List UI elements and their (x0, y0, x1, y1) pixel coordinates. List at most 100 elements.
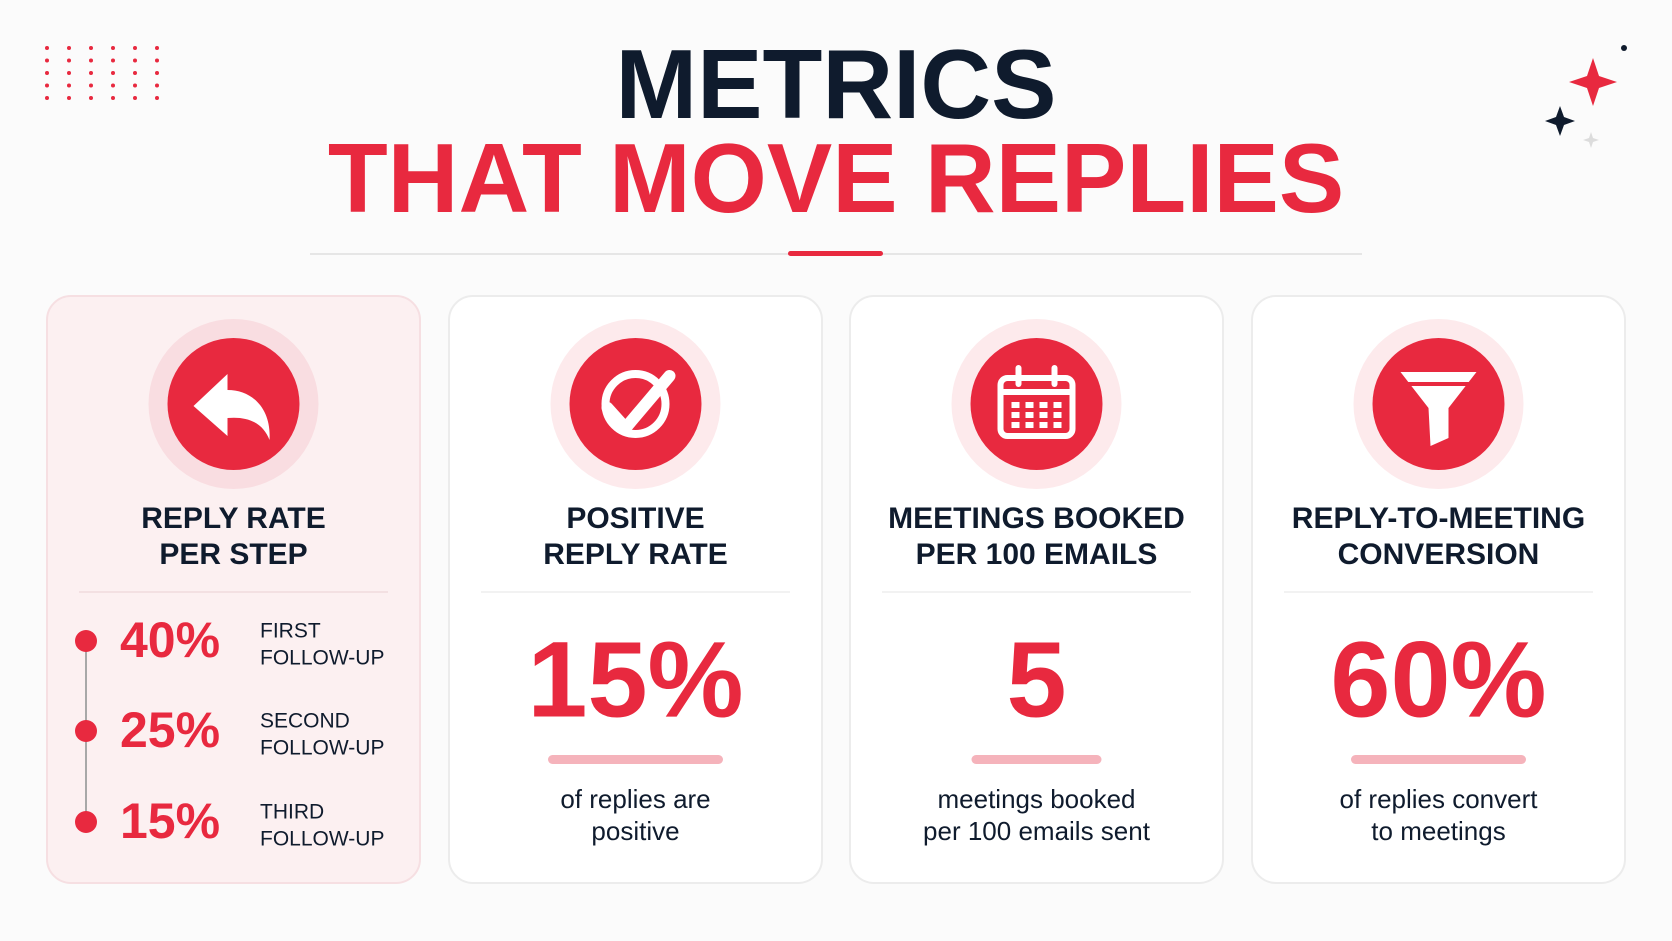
step-dot (75, 720, 97, 742)
metric-description: to meetings (1371, 816, 1505, 846)
title: METRICS (616, 29, 1057, 139)
decor-dot (67, 96, 71, 100)
card-title: REPLY RATE (543, 538, 728, 571)
decor-dot (111, 58, 115, 63)
icon-circle (569, 338, 702, 470)
icon-check (601, 370, 676, 434)
step-label: FIRST (260, 620, 321, 643)
icon-funnel (1400, 372, 1477, 446)
value-underline (1351, 755, 1526, 764)
decor-dot (89, 83, 93, 88)
icon-calendar-day (1039, 402, 1048, 408)
sparkle (1583, 132, 1599, 148)
decor-dot (89, 58, 93, 63)
decor-dot (111, 96, 115, 100)
step-label: FOLLOW-UP (260, 828, 384, 851)
decor-dot (67, 71, 71, 75)
icon-calendar-day (1053, 412, 1062, 418)
metric-value: 15% (527, 619, 743, 740)
decor-dot (45, 96, 49, 100)
step-label: THIRD (260, 801, 324, 824)
decor-sparkles (1545, 45, 1627, 148)
icon-calendar-day (1039, 412, 1048, 418)
sparkle (1569, 58, 1617, 106)
step-label: FOLLOW-UP (260, 647, 384, 670)
card-title: PER STEP (159, 538, 307, 571)
icon-calendar-day (1053, 422, 1062, 428)
value-underline (971, 755, 1102, 764)
metric-description: of replies are (560, 784, 710, 814)
subtitle: THAT MOVE REPLIES (328, 123, 1344, 233)
icon-reply (193, 374, 270, 440)
icon-calendar (997, 375, 1076, 439)
decor-dot (111, 46, 115, 50)
decor-dot (45, 58, 49, 63)
icon-calendar-day (1025, 402, 1034, 408)
decor-dot (45, 83, 49, 88)
decor-dot (155, 46, 159, 50)
decor-dot (89, 71, 93, 75)
card-title: REPLY-TO-MEETING (1292, 502, 1585, 535)
decor-dot (111, 83, 115, 88)
decor-dot (45, 71, 49, 75)
icon (601, 370, 676, 438)
step-value: 40% (120, 612, 220, 668)
metric-description: of replies convert (1340, 784, 1539, 814)
step-dot (75, 630, 97, 652)
step-label: FOLLOW-UP (260, 737, 384, 760)
icon-calendar-day (1039, 422, 1048, 428)
metric-value: 60% (1330, 619, 1546, 740)
sparkle (1545, 106, 1575, 136)
decor-dot (155, 71, 159, 75)
step-label: SECOND (260, 710, 350, 733)
card-title: PER 100 EMAILS (916, 538, 1158, 571)
value-underline (548, 755, 723, 764)
decor-dot (67, 46, 71, 50)
icon (193, 374, 270, 440)
accent-bar (788, 251, 883, 256)
icon (997, 365, 1076, 439)
decor-dot (67, 58, 71, 63)
icon-calendar-day (1025, 412, 1034, 418)
step-dot (75, 811, 97, 833)
decor-dot (45, 46, 49, 50)
card-background (1251, 295, 1626, 884)
icon-calendar-day (1011, 412, 1020, 418)
icon-calendar-day (1011, 402, 1020, 408)
decor-dots (45, 46, 159, 100)
icon-calendar-day (1011, 422, 1020, 428)
step-value: 15% (120, 793, 220, 849)
step-value: 25% (120, 702, 220, 758)
metric-description: meetings booked (937, 784, 1135, 814)
decor-dot (133, 96, 137, 100)
decor-dot (155, 58, 159, 63)
card-title: POSITIVE (566, 502, 704, 535)
sparkle-dot (1621, 45, 1627, 51)
decor-dot (67, 83, 71, 88)
metric-description: per 100 emails sent (923, 816, 1151, 846)
decor-dot (111, 71, 115, 75)
icon (1400, 372, 1477, 446)
card-title: CONVERSION (1338, 538, 1540, 571)
icon-calendar-day (1025, 422, 1034, 428)
icon-circle (970, 338, 1103, 470)
icon-calendar-day (1053, 402, 1062, 408)
decor-dot (133, 71, 137, 75)
metric-value: 5 (1006, 619, 1066, 740)
decor-dot (133, 58, 137, 63)
decor-dot (89, 96, 93, 100)
decor-dot (133, 83, 137, 88)
card-title: MEETINGS BOOKED (888, 502, 1185, 535)
card-background (448, 295, 823, 884)
card-background (46, 295, 421, 884)
decor-dot (155, 96, 159, 100)
card-title: REPLY RATE (141, 502, 326, 535)
decor-dot (89, 46, 93, 50)
card-background (849, 295, 1224, 884)
